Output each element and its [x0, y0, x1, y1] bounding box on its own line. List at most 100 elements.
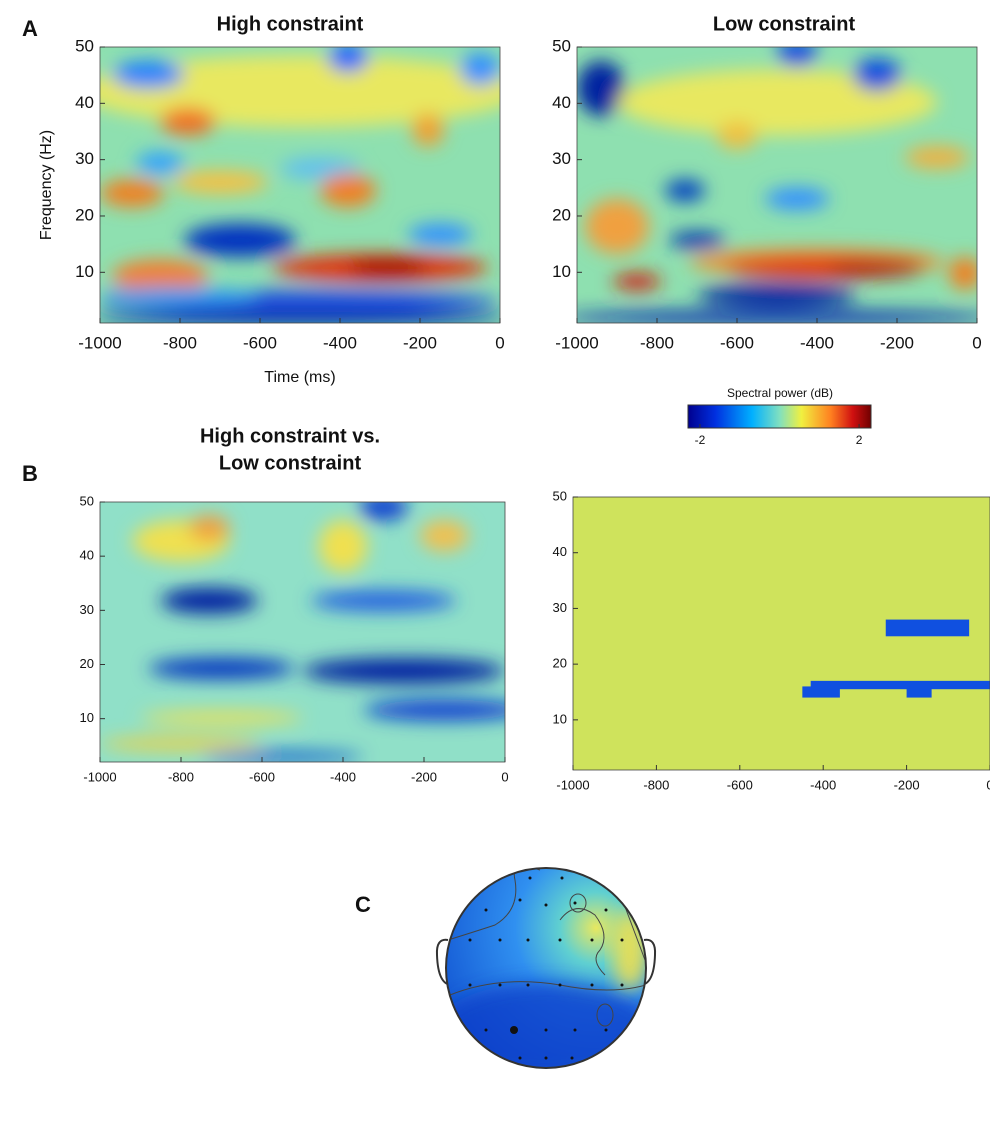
- heatmap-blob: [100, 737, 262, 751]
- plot-frame: [576, 46, 978, 324]
- heatmap-blob: [949, 256, 977, 290]
- heatmap-blob: [717, 121, 757, 150]
- heatmap-blob: [412, 113, 444, 147]
- heatmap-blob: [905, 146, 969, 169]
- plot-frame: [99, 501, 506, 763]
- colorbar: [687, 404, 872, 429]
- heatmap-blob: [460, 52, 500, 86]
- y-tick-label: 10: [75, 262, 94, 281]
- plot-frame: [572, 496, 990, 771]
- heatmap-blob: [577, 310, 977, 323]
- x-tick-label: -400: [800, 334, 834, 353]
- y-tick-label: 50: [80, 493, 94, 508]
- x-tick-label: 0: [495, 334, 504, 353]
- heatmap-blob: [829, 259, 925, 277]
- x-axis-label: Time (ms): [264, 369, 335, 386]
- heatmap-blob: [359, 502, 408, 521]
- heatmap-blob: [348, 259, 428, 277]
- x-tick-label: -400: [810, 778, 836, 793]
- panel-label: C: [355, 892, 371, 917]
- x-tick-label: -1000: [556, 778, 589, 793]
- plot-frame: [99, 46, 501, 324]
- x-tick-label: -400: [330, 770, 356, 785]
- significant-region: [885, 619, 970, 637]
- x-tick-label: -800: [163, 334, 197, 353]
- heatmap-blob: [613, 273, 661, 290]
- significant-region: [810, 680, 990, 690]
- heatmap-blob: [140, 711, 303, 725]
- y-tick-label: 40: [552, 93, 571, 112]
- heatmap-blob: [328, 47, 368, 72]
- heatmap-blob: [100, 309, 500, 323]
- heatmap-blob: [184, 223, 296, 257]
- y-tick-label: 30: [553, 600, 567, 615]
- x-tick-label: -600: [720, 334, 754, 353]
- heatmap-blobs: [100, 47, 500, 323]
- x-tick-label: 0: [501, 770, 508, 785]
- heatmap-blob: [160, 587, 258, 614]
- heatmap-blob: [577, 60, 625, 116]
- x-tick-label: -1000: [555, 334, 598, 353]
- y-tick-label: 10: [552, 262, 571, 281]
- heatmap-blob: [665, 179, 705, 202]
- y-tick-label: 40: [75, 93, 94, 112]
- heatmap-blob: [617, 69, 937, 136]
- heatmap-blob: [100, 287, 260, 304]
- panel-label: B: [22, 461, 38, 486]
- y-tick-label: 50: [552, 36, 571, 55]
- heatmap-blobs: [100, 502, 505, 762]
- heatmap-image: [100, 47, 500, 323]
- heatmap-blob: [302, 658, 505, 684]
- x-tick-label: -800: [643, 778, 669, 793]
- y-axis-label: Frequency (Hz): [38, 130, 55, 240]
- significant-region: [802, 686, 840, 698]
- topoplot: [435, 867, 657, 1069]
- chart-title: Low constraint: [219, 452, 362, 474]
- heatmap-blob: [189, 515, 230, 541]
- panel-label: A: [22, 16, 38, 41]
- y-tick-label: 40: [553, 544, 567, 559]
- x-tick-label: -200: [880, 334, 914, 353]
- chart-title: High constraint: [217, 13, 364, 35]
- y-tick-label: 20: [75, 205, 94, 224]
- x-tick-label: -200: [403, 334, 437, 353]
- heatmap-blob: [419, 520, 469, 552]
- x-tick-label: 0: [972, 334, 981, 353]
- heatmap-blob: [112, 259, 208, 293]
- y-tick-label: 10: [80, 710, 94, 725]
- y-tick-label: 10: [553, 711, 567, 726]
- chart-title: High constraint vs.: [200, 425, 380, 447]
- colorbar-tick-label: 2: [856, 433, 863, 447]
- x-tick-label: -600: [243, 334, 277, 353]
- heatmap-blob: [310, 590, 457, 612]
- heatmap-blob: [320, 173, 376, 208]
- heatmap-blob: [280, 157, 360, 180]
- x-tick-label: -1000: [83, 770, 116, 785]
- x-tick-label: -200: [411, 770, 437, 785]
- heatmap-blobs: [577, 47, 977, 323]
- y-tick-label: 50: [75, 36, 94, 55]
- heatmap-blob: [408, 223, 472, 246]
- heatmap-blob: [765, 187, 829, 210]
- y-tick-label: 40: [80, 548, 94, 563]
- y-tick-label: 50: [553, 488, 567, 503]
- x-tick-label: 0: [986, 778, 990, 793]
- y-tick-label: 20: [553, 656, 567, 671]
- heatmap-blob: [112, 60, 184, 89]
- heatmap-blob: [669, 231, 725, 249]
- chart-title: Low constraint: [713, 13, 856, 35]
- y-tick-label: 30: [75, 149, 94, 168]
- significant-region: [906, 686, 932, 698]
- heatmap-blob: [777, 47, 817, 67]
- heatmap-blob: [148, 658, 295, 679]
- heatmap-blob: [100, 179, 164, 208]
- x-tick-label: -400: [323, 334, 357, 353]
- heatmap-image: [577, 47, 977, 323]
- heatmap-image: [100, 502, 505, 762]
- x-tick-label: -600: [727, 778, 753, 793]
- y-tick-label: 30: [80, 602, 94, 617]
- x-tick-label: -800: [640, 334, 674, 353]
- heatmap-blob: [697, 284, 857, 307]
- heatmap-blob: [853, 58, 901, 92]
